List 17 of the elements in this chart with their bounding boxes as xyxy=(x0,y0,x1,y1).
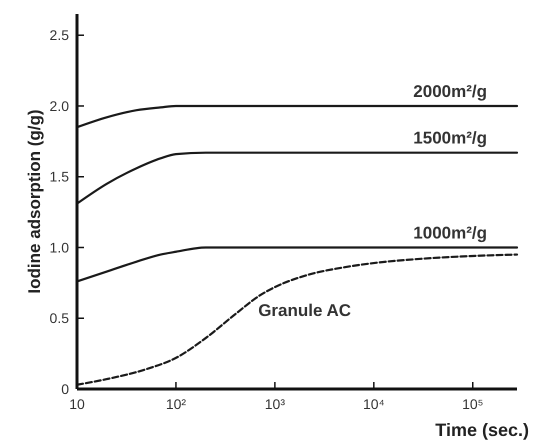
y-tick-label: 2.0 xyxy=(50,98,70,114)
series-label: 1000m²/g xyxy=(413,223,487,242)
x-tick-label: 10⁵ xyxy=(462,396,484,412)
x-tick-label: 10³ xyxy=(264,396,286,412)
x-tick-label: 10² xyxy=(166,396,186,412)
series-label: Granule AC xyxy=(258,300,352,320)
y-tick-label: 2.5 xyxy=(50,27,70,44)
y-axis-title: Iodine adsorption (g/g) xyxy=(25,109,44,294)
x-axis-title: Time (sec.) xyxy=(435,420,529,440)
y-tick-label: 0.5 xyxy=(50,310,70,326)
x-tick-label: 10 xyxy=(69,396,85,412)
series-label: 2000m²/g xyxy=(413,82,487,101)
y-tick-label: 1.0 xyxy=(50,239,70,256)
y-tick-label: 1.5 xyxy=(50,168,70,185)
y-tick-label: 0 xyxy=(61,381,70,397)
series-label: 1500m²/g xyxy=(413,128,487,148)
x-tick-label: 10⁴ xyxy=(363,396,385,412)
